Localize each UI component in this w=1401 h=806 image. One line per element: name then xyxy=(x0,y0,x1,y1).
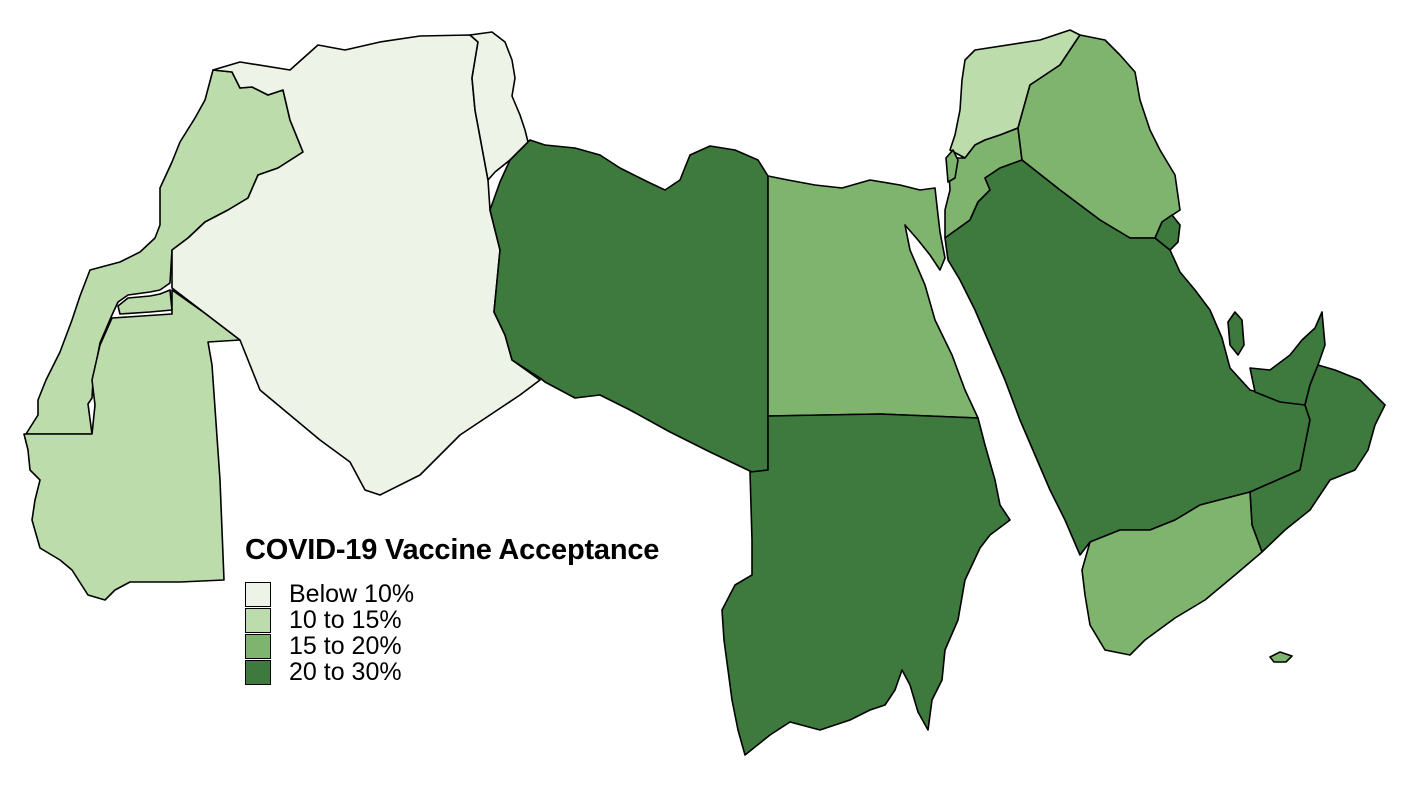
region-palestine xyxy=(945,149,959,183)
legend-label: 15 to 20% xyxy=(289,631,402,660)
region-qatar xyxy=(1227,311,1245,356)
legend-label: 10 to 15% xyxy=(289,605,402,634)
region-oman xyxy=(1249,364,1386,553)
region-yemen xyxy=(1081,491,1263,656)
legend-list: Below 10% 10 to 15% 15 to 20% 20 to 30% xyxy=(245,579,659,686)
region-mauritania xyxy=(23,289,241,601)
region-tunisia xyxy=(469,31,531,181)
region-uae xyxy=(1249,311,1326,406)
region-egypt xyxy=(767,175,979,419)
legend-item: 20 to 30% xyxy=(245,657,659,686)
legend-label: 20 to 30% xyxy=(289,657,402,686)
legend-item: 15 to 20% xyxy=(245,631,659,660)
region-sudan xyxy=(721,413,1011,756)
legend-label: Below 10% xyxy=(289,579,415,608)
legend-swatch xyxy=(245,581,271,607)
legend-item: Below 10% xyxy=(245,579,659,608)
region-kuwait xyxy=(1154,214,1181,251)
legend-swatch xyxy=(245,659,271,685)
region-libya xyxy=(489,139,769,473)
legend-swatch xyxy=(245,607,271,633)
legend-swatch xyxy=(245,633,271,659)
legend: COVID-19 Vaccine Acceptance Below 10% 10… xyxy=(245,534,660,686)
legend-item: 10 to 15% xyxy=(245,605,659,634)
legend-title: COVID-19 Vaccine Acceptance xyxy=(245,534,660,566)
region-socotra xyxy=(1269,651,1293,663)
